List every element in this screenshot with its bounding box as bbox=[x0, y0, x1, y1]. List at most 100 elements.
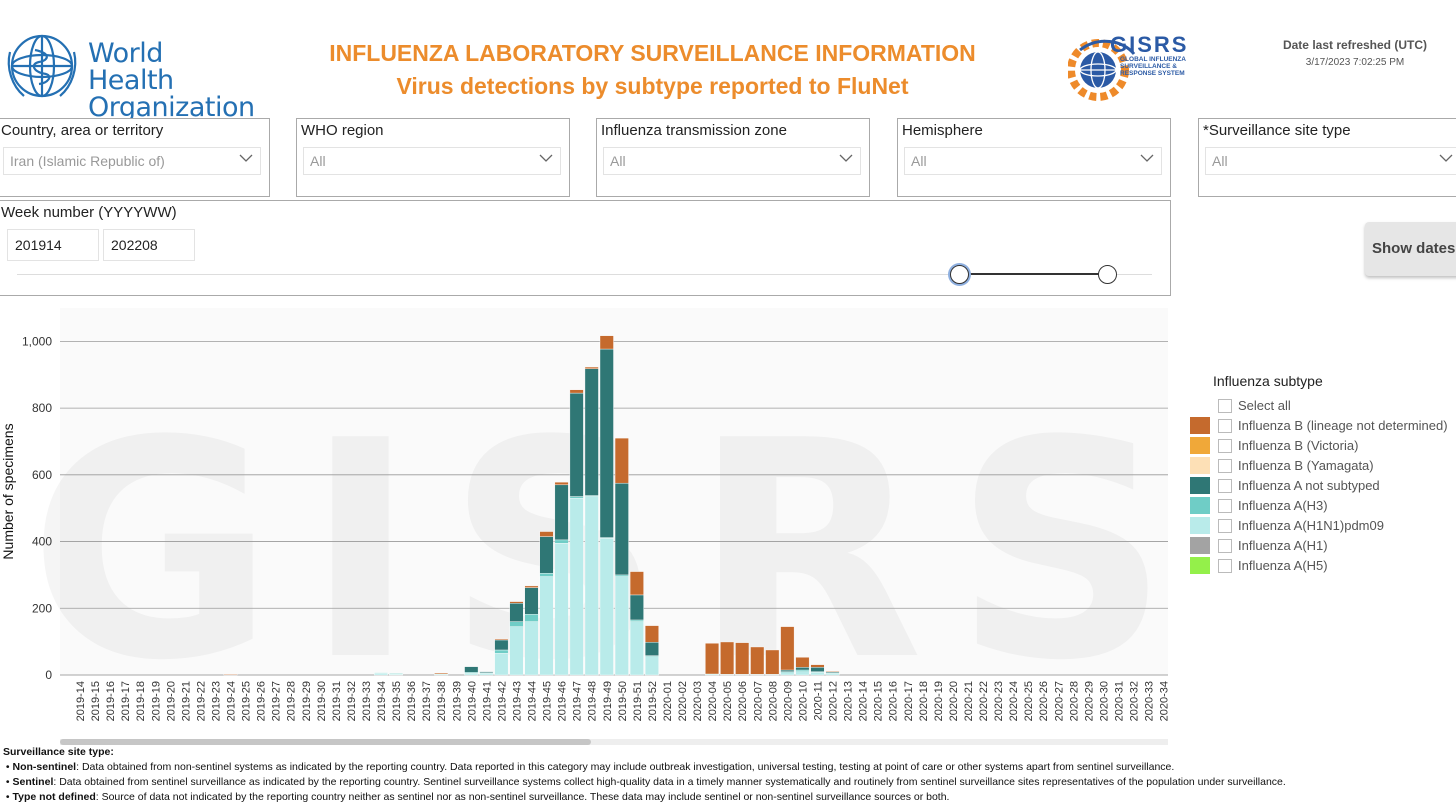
x-tick-label: 2020-32 bbox=[1129, 681, 1141, 721]
show-dates-button[interactable]: Show dates bbox=[1365, 222, 1456, 276]
bar-segment bbox=[479, 673, 494, 676]
legend-checkbox[interactable] bbox=[1218, 519, 1232, 533]
bar-segment bbox=[584, 496, 599, 676]
footnote-item: • Type not defined: Source of data not i… bbox=[3, 791, 950, 803]
legend-checkbox[interactable] bbox=[1218, 559, 1232, 573]
x-tick-label: 2019-26 bbox=[256, 681, 268, 721]
legend-checkbox[interactable] bbox=[1218, 459, 1232, 473]
bar-segment bbox=[810, 667, 825, 672]
legend-swatch bbox=[1190, 437, 1210, 454]
x-tick-label: 2020-19 bbox=[933, 681, 945, 721]
legend-checkbox[interactable] bbox=[1218, 399, 1232, 413]
country-dropdown[interactable]: Iran (Islamic Republic of) bbox=[3, 147, 261, 175]
legend-item[interactable]: Influenza A(H5) bbox=[1190, 556, 1456, 576]
bar-segment bbox=[509, 621, 524, 627]
bar-segment bbox=[825, 670, 840, 672]
bar-segment bbox=[539, 531, 554, 537]
bar-segment bbox=[644, 642, 659, 656]
bar-segment bbox=[539, 573, 554, 577]
legend-select-all[interactable]: Select all bbox=[1190, 396, 1456, 416]
legend-label: Influenza B (lineage not determined) bbox=[1238, 418, 1448, 433]
x-tick-label: 2019-18 bbox=[135, 681, 147, 721]
week-end-input[interactable]: 202208 bbox=[103, 229, 195, 261]
legend-label: Influenza B (Yamagata) bbox=[1238, 458, 1374, 473]
week-slider-end-handle[interactable] bbox=[1098, 265, 1117, 284]
x-tick-label: 2019-25 bbox=[241, 681, 253, 721]
x-tick-label: 2019-35 bbox=[391, 681, 403, 721]
x-tick-label: 2020-17 bbox=[903, 681, 915, 721]
bar-segment bbox=[795, 657, 810, 668]
x-tick-label: 2019-51 bbox=[632, 681, 644, 721]
chart-scrollbar-thumb[interactable] bbox=[60, 739, 591, 745]
bar-segment bbox=[599, 538, 614, 676]
legend-item[interactable]: Influenza B (Yamagata) bbox=[1190, 456, 1456, 476]
legend-checkbox[interactable] bbox=[1218, 539, 1232, 553]
x-tick-label: 2019-16 bbox=[105, 681, 117, 721]
site-type-dropdown-value: All bbox=[1212, 153, 1228, 169]
legend-label: Influenza B (Victoria) bbox=[1238, 438, 1359, 453]
x-tick-label: 2020-31 bbox=[1113, 681, 1125, 721]
x-tick-label: 2019-46 bbox=[557, 681, 569, 721]
x-tick-label: 2020-04 bbox=[707, 681, 719, 721]
x-tick-label: 2020-09 bbox=[782, 681, 794, 721]
legend-item[interactable]: Influenza B (lineage not determined) bbox=[1190, 416, 1456, 436]
y-axis-label: Number of specimens bbox=[0, 423, 16, 559]
y-tick-label: 400 bbox=[32, 535, 52, 549]
site-type-slicer: *Surveillance site type All bbox=[1198, 118, 1456, 197]
hemisphere-dropdown[interactable]: All bbox=[904, 147, 1162, 175]
bar-segment bbox=[629, 621, 644, 676]
x-tick-label: 2020-14 bbox=[858, 681, 870, 721]
x-tick-label: 2020-07 bbox=[752, 681, 764, 721]
legend-item[interactable]: Influenza A not subtyped bbox=[1190, 476, 1456, 496]
x-tick-label: 2019-32 bbox=[346, 681, 358, 721]
x-tick-label: 2019-29 bbox=[301, 681, 313, 721]
who-name: World Health Organization bbox=[88, 40, 255, 121]
x-tick-label: 2020-24 bbox=[1008, 681, 1020, 721]
y-tick-label: 0 bbox=[45, 668, 52, 682]
bar-segment bbox=[584, 368, 599, 496]
bar-segment bbox=[524, 587, 539, 615]
x-tick-label: 2019-37 bbox=[421, 681, 433, 721]
refresh-label: Date last refreshed (UTC) bbox=[1282, 38, 1428, 52]
hemisphere-dropdown-value: All bbox=[911, 153, 927, 169]
legend-item[interactable]: Influenza A(H3) bbox=[1190, 496, 1456, 516]
legend-item[interactable]: Influenza A(H1N1)pdm09 bbox=[1190, 516, 1456, 536]
x-tick-label: 2019-28 bbox=[286, 681, 298, 721]
bar-segment bbox=[554, 543, 569, 676]
bar-segment bbox=[780, 626, 795, 671]
bar-segment bbox=[494, 638, 509, 641]
show-dates-label: Show dates bbox=[1372, 240, 1456, 257]
week-start-value: 201914 bbox=[15, 237, 62, 253]
week-slider-range bbox=[959, 273, 1107, 275]
legend-checkbox[interactable] bbox=[1218, 479, 1232, 493]
x-tick-label: 2019-44 bbox=[527, 681, 539, 721]
x-tick-label: 2020-16 bbox=[888, 681, 900, 721]
site-type-dropdown[interactable]: All bbox=[1205, 147, 1456, 175]
week-slider-start-handle[interactable] bbox=[950, 265, 970, 284]
bar-segment bbox=[599, 335, 614, 350]
bar-segment bbox=[735, 642, 750, 675]
legend-checkbox[interactable] bbox=[1218, 439, 1232, 453]
gisrs-tagline-line1: GLOBAL INFLUENZA bbox=[1120, 56, 1186, 63]
x-tick-label: 2020-13 bbox=[843, 681, 855, 721]
footnote-item: • Non-sentinel: Data obtained from non-s… bbox=[3, 761, 1175, 773]
x-tick-label: 2019-38 bbox=[436, 681, 448, 721]
who-region-dropdown[interactable]: All bbox=[303, 147, 561, 175]
transmission-zone-dropdown[interactable]: All bbox=[603, 147, 861, 175]
chevron-down-icon bbox=[839, 154, 853, 162]
legend-checkbox[interactable] bbox=[1218, 419, 1232, 433]
footnote-term: Non-sentinel bbox=[12, 761, 77, 773]
x-tick-label: 2019-23 bbox=[210, 681, 222, 721]
legend-checkbox[interactable] bbox=[1218, 499, 1232, 513]
legend-item[interactable]: Influenza A(H1) bbox=[1190, 536, 1456, 556]
x-tick-label: 2020-12 bbox=[828, 681, 840, 721]
x-tick-label: 2019-43 bbox=[511, 681, 523, 721]
legend-swatch bbox=[1190, 517, 1210, 534]
week-range-label: Week number (YYYYWW) bbox=[1, 204, 177, 221]
transmission-zone-slicer: Influenza transmission zone All bbox=[596, 118, 870, 197]
bar-segment bbox=[494, 639, 509, 651]
x-tick-label: 2019-41 bbox=[481, 681, 493, 721]
footnote-item: • Sentinel: Data obtained from sentinel … bbox=[3, 776, 1286, 788]
week-start-input[interactable]: 201914 bbox=[7, 229, 99, 261]
legend-item[interactable]: Influenza B (Victoria) bbox=[1190, 436, 1456, 456]
